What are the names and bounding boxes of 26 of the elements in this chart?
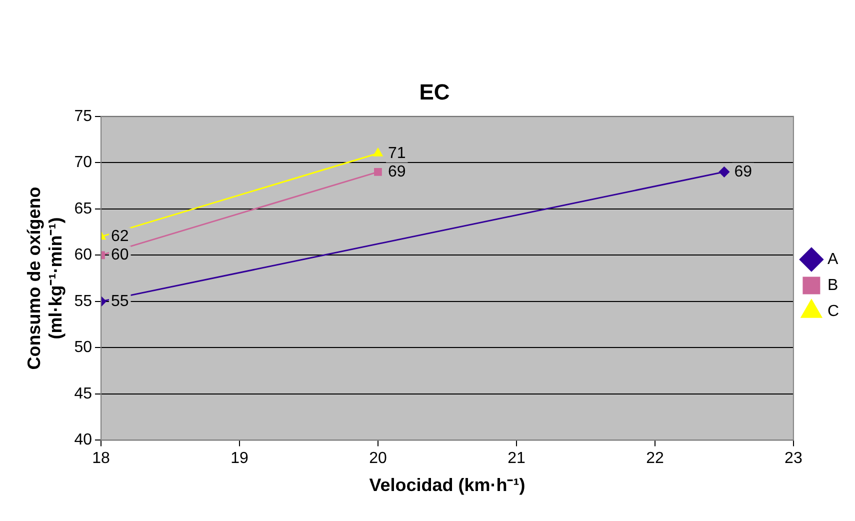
y-tick-label: 60 [74, 246, 92, 264]
y-axis-title: Consumo de oxígeno (ml·kg⁻¹·min⁻¹) [24, 186, 66, 370]
x-tick-label: 21 [508, 450, 526, 468]
y-tick-label: 55 [74, 292, 92, 310]
data-label: 69 [388, 163, 406, 180]
x-axis-title: Velocidad (km·h⁻¹) [369, 475, 526, 496]
x-tick-label: 23 [784, 450, 802, 468]
data-label: 62 [110, 228, 129, 246]
legend-label: C [827, 302, 840, 320]
legend-label: B [827, 276, 838, 294]
data-label: 55 [110, 292, 129, 310]
data-label: 71 [388, 144, 406, 162]
x-tick-label: 19 [230, 450, 248, 468]
y-tick-label: 45 [74, 385, 92, 402]
legend-label: A [827, 250, 838, 268]
data-label: 69 [734, 163, 752, 180]
x-tick-label: 22 [646, 450, 664, 468]
x-tick-label: 18 [92, 450, 110, 468]
y-tick-label: 40 [74, 432, 92, 449]
chart-title: EC [419, 79, 450, 104]
data-label: 60 [110, 246, 129, 264]
y-tick-label: 65 [74, 200, 92, 218]
y-tick-label: 75 [74, 108, 92, 125]
y-tick-label: 70 [74, 154, 92, 172]
y-tick-label: 50 [74, 339, 92, 356]
x-tick-label: 20 [369, 450, 387, 468]
